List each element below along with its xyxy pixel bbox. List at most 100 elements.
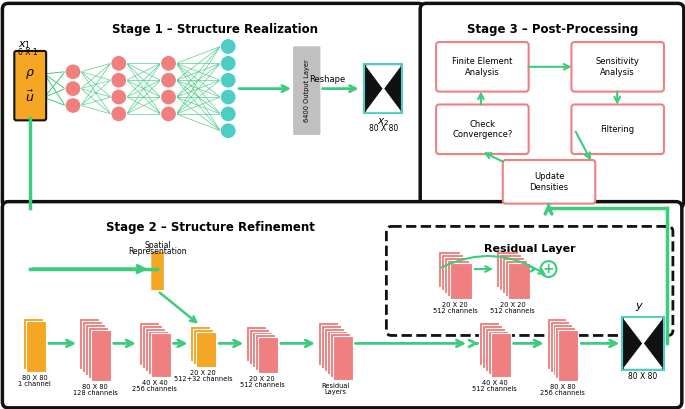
Text: 512 channels: 512 channels — [240, 382, 284, 388]
Circle shape — [111, 89, 127, 105]
FancyBboxPatch shape — [151, 251, 164, 291]
Text: 512 channels: 512 channels — [473, 386, 517, 392]
Circle shape — [160, 89, 177, 105]
Text: $y$: $y$ — [634, 301, 643, 312]
Text: Spatial: Spatial — [145, 241, 171, 250]
FancyBboxPatch shape — [549, 321, 569, 372]
FancyBboxPatch shape — [571, 42, 664, 92]
Text: $\vec{u}$: $\vec{u}$ — [25, 90, 35, 105]
Text: +: + — [543, 262, 554, 276]
FancyBboxPatch shape — [258, 337, 278, 373]
FancyBboxPatch shape — [420, 3, 684, 208]
FancyBboxPatch shape — [441, 254, 463, 290]
FancyBboxPatch shape — [327, 330, 347, 374]
FancyBboxPatch shape — [151, 333, 171, 377]
Text: Reshape: Reshape — [310, 75, 346, 84]
Text: 20 X 20: 20 X 20 — [190, 370, 216, 376]
FancyBboxPatch shape — [450, 263, 472, 299]
FancyBboxPatch shape — [556, 326, 575, 378]
FancyBboxPatch shape — [558, 330, 578, 381]
FancyBboxPatch shape — [436, 42, 529, 92]
Polygon shape — [366, 89, 400, 111]
FancyBboxPatch shape — [142, 325, 162, 368]
Circle shape — [221, 123, 236, 139]
FancyBboxPatch shape — [324, 328, 344, 371]
FancyBboxPatch shape — [145, 328, 164, 371]
FancyBboxPatch shape — [193, 328, 213, 364]
FancyBboxPatch shape — [23, 318, 43, 369]
Circle shape — [111, 72, 127, 88]
Text: 80 X 80: 80 X 80 — [628, 372, 658, 381]
Text: $\rho$: $\rho$ — [25, 67, 35, 81]
Text: 80 X 80: 80 X 80 — [22, 375, 47, 381]
Circle shape — [65, 98, 81, 113]
FancyBboxPatch shape — [502, 257, 523, 293]
Text: 256 channels: 256 channels — [132, 386, 177, 392]
Text: 128 channels: 128 channels — [73, 390, 117, 396]
Circle shape — [65, 64, 81, 80]
Text: 512 channels: 512 channels — [490, 308, 535, 314]
FancyBboxPatch shape — [571, 104, 664, 154]
FancyBboxPatch shape — [246, 326, 266, 361]
FancyBboxPatch shape — [488, 330, 508, 374]
Text: Finite Element
Analysis: Finite Element Analysis — [452, 57, 512, 76]
Circle shape — [160, 106, 177, 122]
FancyBboxPatch shape — [447, 260, 469, 296]
Circle shape — [160, 72, 177, 88]
Circle shape — [221, 72, 236, 88]
Text: Update
Densities: Update Densities — [530, 172, 569, 191]
FancyBboxPatch shape — [2, 3, 424, 208]
Text: 6400 Output Layer: 6400 Output Layer — [303, 59, 310, 122]
FancyBboxPatch shape — [138, 321, 158, 365]
FancyBboxPatch shape — [82, 321, 102, 372]
FancyBboxPatch shape — [364, 64, 402, 113]
Text: 40 X 40: 40 X 40 — [142, 380, 167, 386]
FancyBboxPatch shape — [190, 326, 210, 361]
FancyBboxPatch shape — [496, 251, 518, 287]
Circle shape — [65, 81, 81, 97]
FancyBboxPatch shape — [252, 332, 272, 367]
FancyBboxPatch shape — [485, 328, 505, 371]
FancyBboxPatch shape — [505, 260, 527, 296]
Text: 1 channel: 1 channel — [18, 381, 51, 387]
Text: $x_1$: $x_1$ — [18, 39, 32, 51]
Circle shape — [111, 55, 127, 71]
FancyBboxPatch shape — [148, 330, 168, 374]
FancyBboxPatch shape — [482, 325, 502, 368]
FancyBboxPatch shape — [91, 330, 111, 381]
FancyBboxPatch shape — [436, 104, 529, 154]
FancyBboxPatch shape — [491, 333, 511, 377]
FancyBboxPatch shape — [26, 321, 46, 372]
FancyBboxPatch shape — [255, 335, 275, 370]
FancyBboxPatch shape — [479, 321, 499, 365]
FancyBboxPatch shape — [85, 324, 105, 375]
Text: 40 X 40: 40 X 40 — [482, 380, 508, 386]
FancyBboxPatch shape — [88, 326, 108, 378]
Text: Filtering: Filtering — [601, 125, 635, 134]
FancyBboxPatch shape — [197, 332, 216, 367]
Text: 20 X 20: 20 X 20 — [500, 302, 525, 308]
FancyBboxPatch shape — [329, 333, 349, 377]
Text: Stage 3 – Post-Processing: Stage 3 – Post-Processing — [467, 23, 638, 36]
Text: 20 X 20: 20 X 20 — [442, 302, 468, 308]
Text: Stage 1 – Structure Realization: Stage 1 – Structure Realization — [112, 23, 319, 36]
Circle shape — [221, 106, 236, 122]
FancyBboxPatch shape — [318, 321, 338, 365]
FancyBboxPatch shape — [622, 317, 664, 370]
FancyBboxPatch shape — [553, 324, 573, 375]
Circle shape — [111, 106, 127, 122]
Circle shape — [221, 89, 236, 105]
FancyBboxPatch shape — [333, 337, 353, 380]
FancyBboxPatch shape — [386, 227, 673, 335]
FancyBboxPatch shape — [79, 318, 99, 369]
FancyBboxPatch shape — [444, 257, 466, 293]
Text: 80 X 80: 80 X 80 — [549, 384, 575, 390]
Text: $x_2$: $x_2$ — [377, 117, 390, 128]
Circle shape — [540, 261, 556, 277]
Text: Residual Layer: Residual Layer — [484, 244, 575, 254]
FancyBboxPatch shape — [508, 263, 530, 299]
Text: 6 X 1: 6 X 1 — [18, 48, 38, 57]
Text: 512 channels: 512 channels — [433, 308, 477, 314]
Text: 256 channels: 256 channels — [540, 390, 585, 396]
Polygon shape — [366, 66, 400, 89]
